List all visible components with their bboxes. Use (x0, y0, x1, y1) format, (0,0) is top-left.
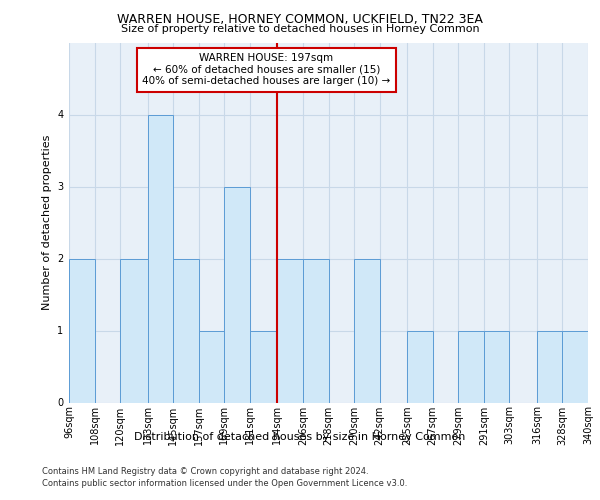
Bar (537, 330, 562, 402)
Text: Size of property relative to detached houses in Horney Common: Size of property relative to detached ho… (121, 24, 479, 34)
Text: Contains HM Land Registry data © Crown copyright and database right 2024.: Contains HM Land Registry data © Crown c… (42, 468, 368, 476)
Text: Contains public sector information licensed under the Open Government Licence v3: Contains public sector information licen… (42, 478, 407, 488)
Bar (148, 114, 173, 403)
Bar (484, 330, 509, 402)
Bar (199, 330, 224, 402)
Text: WARREN HOUSE: 197sqm
← 60% of detached houses are smaller (15)
40% of semi-detac: WARREN HOUSE: 197sqm ← 60% of detached h… (142, 54, 391, 86)
Text: Distribution of detached houses by size in Horney Common: Distribution of detached houses by size … (134, 432, 466, 442)
Bar (120, 258, 148, 402)
Bar (250, 330, 277, 402)
Bar (69, 258, 95, 402)
Bar (173, 258, 199, 402)
Bar (354, 258, 380, 402)
Bar (224, 186, 250, 402)
Text: WARREN HOUSE, HORNEY COMMON, UCKFIELD, TN22 3EA: WARREN HOUSE, HORNEY COMMON, UCKFIELD, T… (117, 12, 483, 26)
Bar (562, 330, 588, 402)
Bar (277, 258, 303, 402)
Y-axis label: Number of detached properties: Number of detached properties (41, 135, 52, 310)
Bar (407, 330, 433, 402)
Bar (303, 258, 329, 402)
Bar (458, 330, 484, 402)
